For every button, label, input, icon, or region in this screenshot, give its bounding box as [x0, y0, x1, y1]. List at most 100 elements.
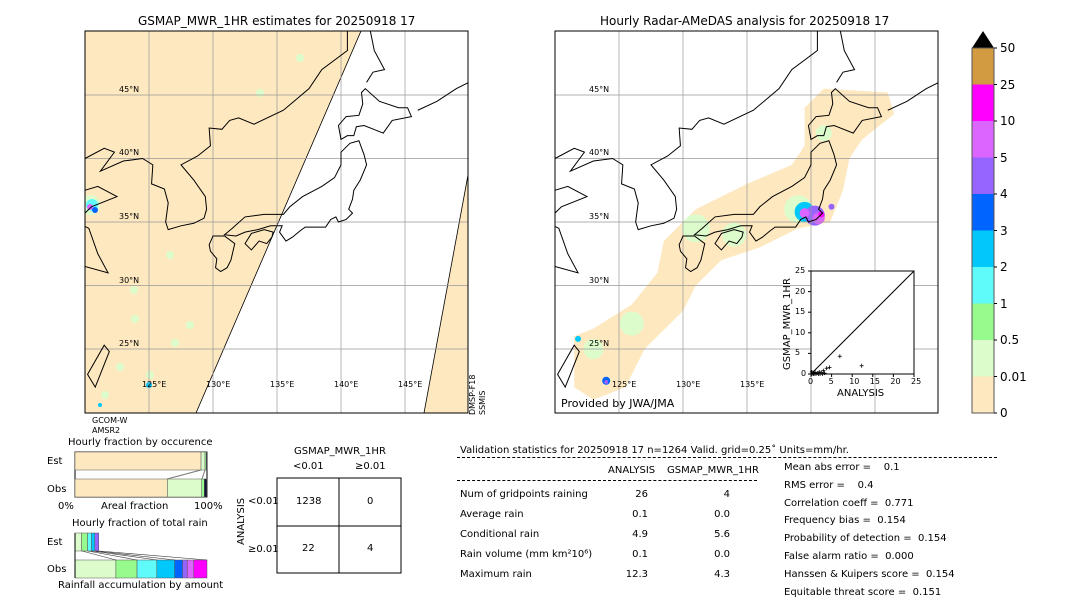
- rain-patch: [87, 204, 93, 210]
- colorbar-bin: [972, 303, 994, 340]
- scatter-diagonal: [810, 270, 915, 375]
- scatter-point: [827, 365, 832, 370]
- occ-est-label: Est: [47, 456, 63, 467]
- colorbar-tick-label: 2: [1000, 260, 1008, 274]
- scatter-point: [859, 363, 864, 368]
- occurrence-obs-segment: [201, 478, 205, 498]
- scatter-x-tick: 10: [849, 377, 860, 386]
- score-line: Equitable threat score = 0.151: [784, 586, 942, 598]
- score-line: Frequency bias = 0.154: [784, 515, 906, 527]
- colorbar-tick-label: 0.5: [1000, 333, 1020, 347]
- scatter-x-tick: 20: [890, 377, 901, 386]
- rain-obs-segment: [182, 559, 188, 579]
- stat-analysis-value: 0.1: [632, 509, 648, 520]
- left-lat-label: 35°N: [119, 212, 140, 221]
- colorbar-bin: [972, 194, 994, 231]
- left-lon-label: 125°E: [142, 380, 167, 389]
- rain-connector: [98, 550, 208, 561]
- cell-1-1: 1238: [296, 496, 322, 507]
- right-map-frame: [554, 30, 939, 414]
- colorbar-tick-label: 1: [1000, 296, 1008, 311]
- occ-tick-100: 100%: [194, 501, 223, 512]
- colorbar-tick-label: 0.01: [1000, 369, 1027, 384]
- coastline-shikoku: [244, 229, 274, 251]
- scatter-y-tick: 15: [795, 307, 806, 317]
- rain-patch: [604, 380, 609, 385]
- occ-xlabel: Areal fraction: [101, 501, 169, 512]
- colorbar-bin: [972, 157, 994, 194]
- right-lon-label: 135°E: [740, 380, 765, 389]
- stat-gsmap-value: 4.3: [714, 569, 730, 580]
- occurrence-connector: [201, 469, 206, 480]
- rain-patch: [146, 371, 154, 379]
- stats-col-gsmap: GSMAP_MWR_1HR: [667, 465, 759, 476]
- stat-gsmap-value: 4: [723, 489, 730, 500]
- rain-fraction-title: Hourly fraction of total rain: [72, 518, 208, 529]
- stat-analysis-value: 0.1: [632, 549, 648, 560]
- right-map-content: [555, 31, 938, 413]
- rain-patch: [186, 321, 194, 329]
- rain-connector: [81, 550, 117, 561]
- coastline-mainland: [555, 31, 818, 274]
- table-row-title: ANALYSIS: [236, 497, 247, 545]
- rain-patch: [256, 89, 264, 97]
- occ-obs-label: Obs: [47, 484, 67, 495]
- scatter-x-tick: 15: [869, 377, 880, 386]
- cell-2-2: 4: [367, 543, 374, 554]
- score-line: Probability of detection = 0.154: [784, 533, 947, 545]
- rain-obs-segment: [193, 559, 208, 579]
- occurrence-obs-segment: [167, 478, 202, 498]
- stats-table-divider: [457, 480, 757, 481]
- occurrence-connector: [166, 469, 202, 480]
- occ-tick-0: 0%: [58, 501, 74, 512]
- stat-label: Rain volume (mm km²10⁶): [460, 549, 593, 560]
- scatter-point: [824, 366, 829, 371]
- table-title: GSMAP_MWR_1HR: [294, 446, 386, 457]
- left-map-frame: [84, 30, 469, 414]
- occurrence-est-segment: [206, 451, 208, 471]
- rain-connector: [91, 550, 158, 561]
- colorbar-bin: [972, 267, 994, 304]
- rain-est-segment: [94, 532, 100, 552]
- occurrence-obs-segment: [74, 478, 168, 498]
- right-map-title: Hourly Radar-AMeDAS analysis for 2025091…: [600, 14, 890, 28]
- sensor-right-2: SSMIS: [478, 390, 487, 416]
- scatter-y-tick: 25: [795, 266, 806, 275]
- colorbar-extend-arrow: [972, 31, 994, 48]
- scatter-y-tick: 10: [795, 327, 806, 337]
- right-lat-label: 40°N: [589, 148, 610, 157]
- rain-est-segment: [81, 532, 88, 552]
- stat-label: Average rain: [460, 509, 524, 520]
- left-lon-label: 140°E: [334, 380, 359, 389]
- rain-obs-segment: [136, 559, 158, 579]
- left-lat-label: 40°N: [119, 148, 140, 157]
- colorbar-tick-label: 50: [1000, 41, 1016, 55]
- scatter-xlabel: ANALYSIS: [837, 388, 885, 399]
- colorbar-tick-label: 25: [1000, 77, 1016, 92]
- rain-connector: [94, 550, 176, 561]
- scatter-y-tick: 5: [795, 348, 801, 358]
- rain-patch: [101, 391, 109, 399]
- stat-analysis-value: 4.9: [632, 529, 648, 540]
- rain-obs-segment: [174, 559, 183, 579]
- colorbar-tick-label: 3: [1000, 223, 1008, 238]
- stat-label: Conditional rain: [460, 529, 540, 540]
- coastline-hokkaido: [807, 87, 883, 141]
- left-map-title: GSMAP_MWR_1HR estimates for 20250918 17: [138, 14, 416, 28]
- coastline-honshu: [223, 140, 368, 242]
- occurrence-title: Hourly fraction by occurence: [68, 437, 213, 448]
- scatter-x-tick: 25: [911, 377, 922, 386]
- scatter-point: [822, 371, 827, 376]
- table-row-1: <0.01: [248, 496, 279, 507]
- sensor-right-1: DMSP-F18: [468, 374, 477, 415]
- scatter-y-tick: 20: [795, 286, 806, 296]
- cell-1-2: 0: [367, 496, 374, 507]
- scatter-point: [809, 372, 814, 376]
- scatter-ylabel: GSMAP_MWR_1HR: [782, 278, 793, 370]
- right-lon-label: 130°E: [676, 380, 701, 389]
- coastline-shikoku: [714, 229, 744, 251]
- stat-analysis-value: 26: [635, 489, 648, 500]
- scatter-x-tick: 0: [808, 377, 814, 386]
- rain-est-label: Est: [47, 537, 63, 548]
- right-lat-label: 30°N: [589, 276, 610, 285]
